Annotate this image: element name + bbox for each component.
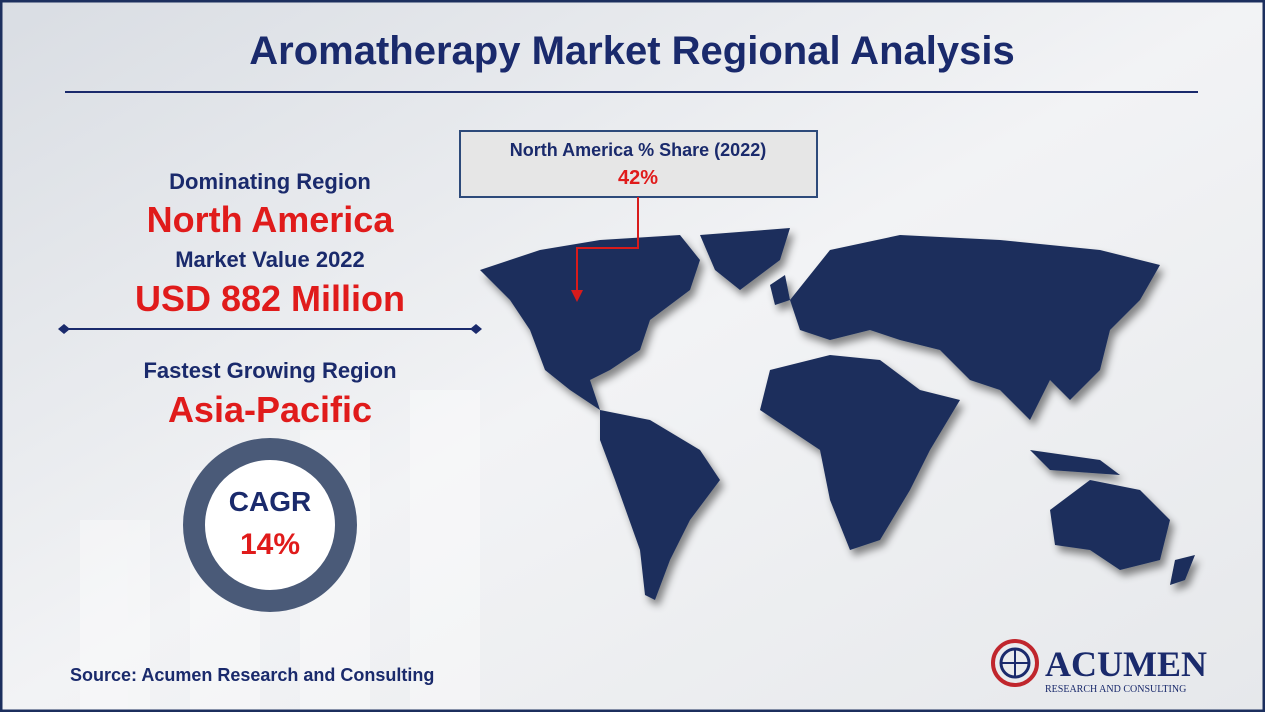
market-value: USD 882 Million (135, 278, 405, 319)
callout-value: 42% (618, 167, 658, 189)
source: Source: Acumen Research and Consulting (70, 665, 434, 685)
logo-name: ACUMEN (1045, 644, 1207, 684)
callout-label: North America % Share (2022) (510, 140, 766, 160)
fastest-region: Asia-Pacific (168, 389, 372, 430)
callout-box (459, 130, 818, 198)
divider-end (470, 324, 482, 334)
logo-globe (991, 639, 1039, 687)
logo-tagline: RESEARCH AND CONSULTING (1045, 684, 1186, 695)
cagr-value: 14% (240, 528, 300, 561)
market-value-label: Market Value 2022 (175, 247, 365, 272)
fastest-label: Fastest Growing Region (143, 358, 396, 383)
logo: ACUMEN RESEARCH AND CONSULTING (991, 639, 1207, 695)
arrow-head (571, 290, 583, 302)
dominating-region: North America (147, 199, 395, 240)
divider-end (58, 324, 70, 334)
title: Aromatherapy Market Regional Analysis (249, 29, 1014, 73)
callout-arrow (576, 197, 639, 296)
dominating-label: Dominating Region (169, 169, 371, 194)
world-map (480, 228, 1195, 600)
cagr-ring (183, 438, 357, 612)
cagr-label: CAGR (229, 486, 311, 517)
